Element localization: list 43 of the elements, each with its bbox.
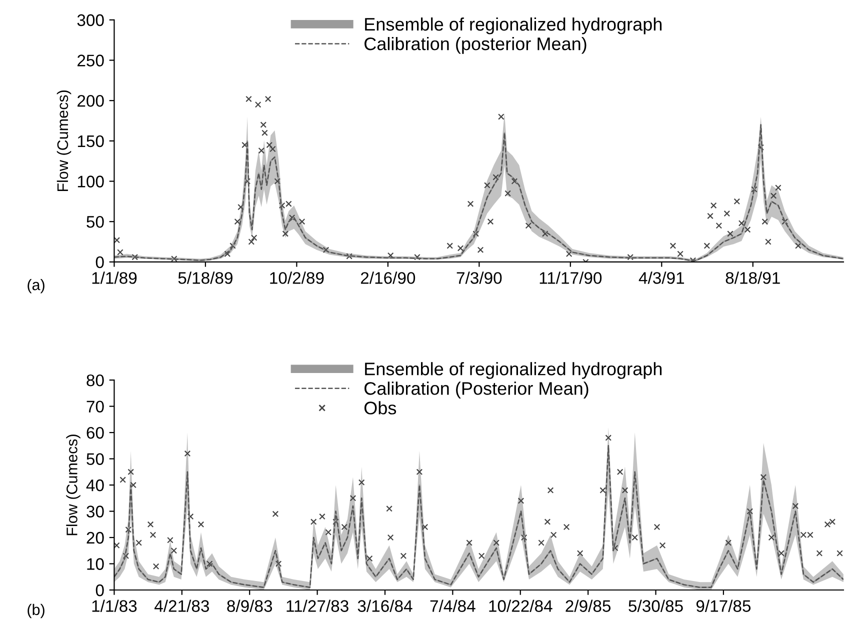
- x-tick-label: 2/9/85: [566, 600, 611, 612]
- y-tick-label: 30: [86, 506, 104, 518]
- y-tick-label: 10: [87, 558, 104, 570]
- y-tick-label: 0: [96, 256, 104, 268]
- y-tick-label: 20: [86, 532, 104, 544]
- x-tick-label: 3/16/84: [358, 600, 412, 612]
- x-tick-label: 4/21/83: [154, 600, 209, 612]
- legend-label: Calibration (posterior Mean): [364, 36, 586, 54]
- text: (b): [28, 604, 44, 618]
- y-tick-label: 70: [86, 400, 104, 413]
- y-tick-label: 0: [96, 584, 104, 596]
- legend-label: Obs: [364, 401, 396, 414]
- x-tick-label: 7/3/90: [456, 272, 502, 284]
- y-tick-label: 250: [78, 54, 104, 66]
- x-tick-label: 11/17/90: [540, 272, 602, 284]
- x-tick-label: 10/2/89: [270, 272, 324, 284]
- x-tick-label: 8/18/91: [726, 272, 780, 284]
- x-tick-label: 8/9/83: [227, 600, 272, 612]
- y-axis-title: Flow (Cumecs): [56, 90, 72, 192]
- y-tick-label: 200: [78, 94, 104, 107]
- y-tick-label: 50: [86, 216, 104, 228]
- legend-label: Ensemble of regionalized hydrograph: [365, 362, 662, 379]
- x-tick-label: 11/27/83: [286, 600, 348, 612]
- y-tick-label: 80: [86, 374, 104, 386]
- x-tick-label: 1/1/83: [92, 600, 137, 612]
- y-tick-label: 50: [86, 453, 104, 465]
- x-tick-label: 9/17/85: [696, 600, 751, 612]
- x-tick-label: 4/3/91: [638, 272, 684, 284]
- y-tick-label: 40: [86, 479, 104, 492]
- x-tick-label: 5/18/89: [178, 272, 232, 284]
- legend-label: Ensemble of regionalized hydrograph: [365, 17, 662, 34]
- text: (a): [28, 279, 44, 294]
- x-tick-label: 1/1/89: [92, 272, 137, 284]
- y-tick-label: 150: [78, 135, 104, 148]
- y-tick-label: 100: [78, 176, 104, 188]
- x-tick-label: 7/4/84: [430, 600, 476, 612]
- x-tick-label: 5/30/85: [628, 600, 683, 612]
- legend-label: Calibration (Posterior Mean): [364, 382, 588, 398]
- y-tick-label: 300: [77, 14, 104, 26]
- x-tick-label: 2/16/90: [360, 272, 416, 284]
- y-tick-label: 60: [86, 426, 104, 439]
- x-tick-label: 10/22/84: [489, 600, 552, 612]
- y-axis-title: Flow (Cumecs): [66, 434, 80, 536]
